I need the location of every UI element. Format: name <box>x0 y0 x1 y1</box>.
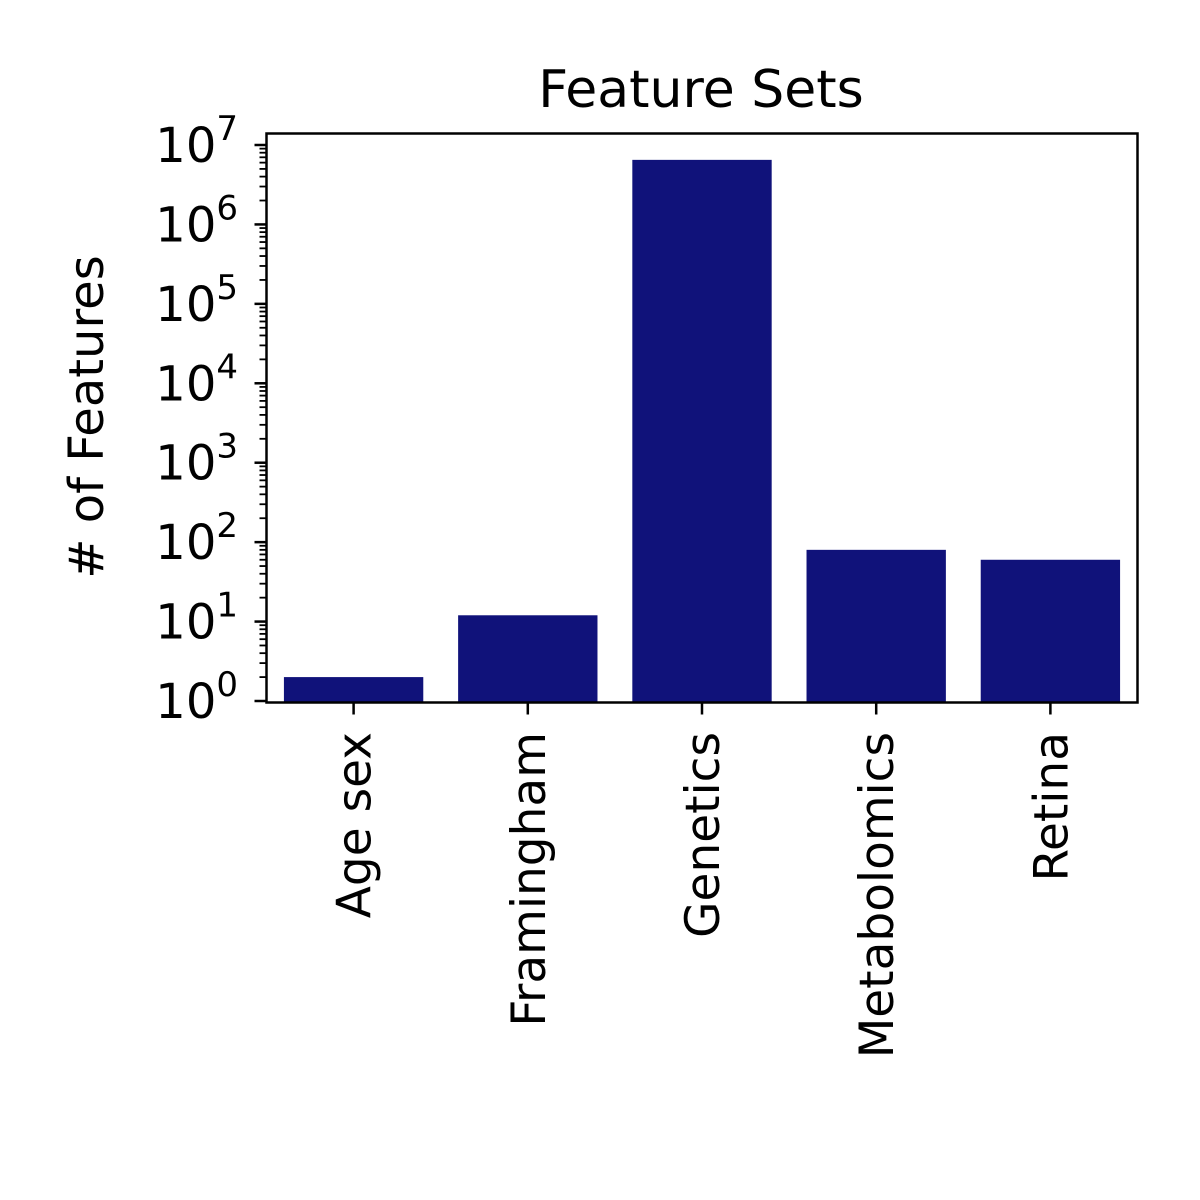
x-tick-label: Genetics <box>676 732 731 938</box>
x-tick-label: Metabolomics <box>850 732 905 1058</box>
y-tick-label: 100 <box>155 665 238 730</box>
y-tick-label: 103 <box>155 427 238 492</box>
x-tick-label: Retina <box>1024 732 1079 882</box>
x-tick-label: Age sex <box>328 732 383 918</box>
y-tick-label: 105 <box>155 268 238 333</box>
y-tick-label: 107 <box>155 109 238 174</box>
bar-metabolomics <box>806 549 946 703</box>
y-axis-ticks: 100 101 102 103 104 105 106 107 <box>155 109 267 730</box>
bar-age-sex <box>283 677 424 703</box>
y-tick-label: 101 <box>155 586 238 651</box>
y-tick-label: 106 <box>155 188 238 253</box>
bar-genetics <box>632 159 772 703</box>
y-tick-label: 102 <box>155 506 238 571</box>
bar-framingham <box>458 615 598 703</box>
x-tick-label: Framingham <box>502 732 557 1027</box>
bar-retina <box>980 559 1121 703</box>
x-axis-ticks: Age sex Framingham Genetics Metabolomics Ret… <box>328 702 1079 1058</box>
chart-title: Feature Sets <box>538 60 864 120</box>
bars-group <box>283 159 1121 703</box>
y-axis-label: # of Features <box>59 255 115 578</box>
y-tick-label: 104 <box>155 347 238 412</box>
plot-frame <box>265 132 1139 704</box>
